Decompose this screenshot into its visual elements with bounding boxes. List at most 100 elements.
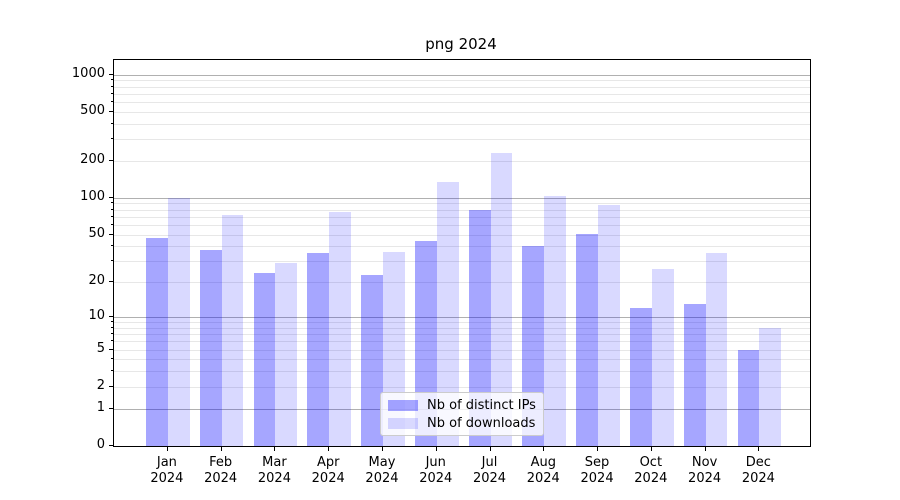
bar-downloads-oct [651,268,674,446]
bar-downloads-mar [275,263,298,446]
y-minor-tick-mark [111,79,113,81]
bar-distinct-ips-oct [630,308,652,446]
minor-gridline [114,139,810,141]
bar-downloads-nov [705,253,728,446]
bar-downloads-dec [759,327,782,446]
bar-downloads-sep [598,205,620,446]
y-minor-tick-mark [111,202,113,204]
bar-distinct-ips-nov [683,304,706,446]
minor-gridline [114,160,810,162]
y-minor-tick-mark [111,208,113,210]
minor-gridline [114,216,810,218]
x-tick-mark [704,447,706,451]
minor-gridline [114,234,810,236]
y-tick-label: 1 [96,399,105,415]
minor-gridline [114,93,810,95]
x-tick-mark [758,447,760,451]
y-minor-tick-mark [111,340,113,342]
y-tick-mark [109,281,113,283]
y-minor-tick-mark [111,92,113,94]
minor-gridline [114,261,810,263]
bar-downloads-aug [544,195,567,446]
bar-downloads-jan [167,197,190,446]
y-minor-tick-mark [111,122,113,124]
x-tick-label: Oct 2024 [634,455,668,486]
y-minor-tick-mark [111,245,113,247]
minor-gridline [114,111,810,113]
y-tick-mark [109,407,113,409]
y-tick-mark [109,159,113,161]
x-tick-mark [597,447,599,451]
legend-item-downloads: Nb of downloads [388,416,535,431]
y-tick-label: 50 [88,225,105,241]
y-tick-mark [109,348,113,350]
y-minor-tick-mark [111,326,113,328]
y-minor-tick-mark [111,358,113,360]
x-tick-label: Apr 2024 [311,455,345,486]
x-tick-label: May 2024 [365,455,399,486]
major-gridline [114,74,810,76]
y-tick-mark [109,233,113,235]
minor-gridline [114,246,810,248]
minor-gridline [114,203,810,205]
minor-gridline [114,101,810,103]
bar-distinct-ips-dec [737,349,760,446]
y-minor-tick-mark [111,260,113,262]
bar-distinct-ips-mar [253,272,276,446]
bar-distinct-ips-apr [307,253,330,446]
minor-gridline [114,224,810,226]
bar-distinct-ips-jul [468,210,491,446]
x-tick-mark [543,447,545,451]
minor-gridline [114,209,810,211]
minor-gridline [114,80,810,82]
y-minor-tick-mark [111,138,113,140]
x-tick-label: Dec 2024 [741,455,775,486]
y-minor-tick-mark [111,321,113,323]
minor-gridline [114,349,810,351]
y-tick-mark [109,73,113,75]
bar-downloads-feb [221,215,244,446]
y-tick-mark [109,196,113,198]
bar-downloads-jul [490,153,513,446]
bar-distinct-ips-jan [146,237,168,446]
minor-gridline [114,282,810,284]
legend-label-distinct-ips: Nb of distinct IPs [427,397,536,413]
x-tick-label: Aug 2024 [526,455,560,486]
bar-downloads-apr [329,211,351,446]
y-tick-label: 1000 [71,65,105,81]
y-tick-label: 0 [96,437,105,452]
y-minor-tick-mark [111,215,113,217]
x-tick-mark [220,447,222,451]
y-tick-label: 2 [96,377,105,393]
x-tick-label: Jan 2024 [150,455,184,486]
bar-distinct-ips-may [361,275,383,446]
bar-distinct-ips-sep [576,233,599,446]
minor-gridline [114,334,810,336]
legend-swatch-distinct-ips [388,399,418,411]
chart-title: png 2024 [425,35,497,53]
legend-swatch-downloads [388,417,418,429]
y-tick-label: 5 [96,340,105,356]
y-minor-tick-mark [111,333,113,335]
x-tick-label: Jul 2024 [472,455,507,486]
y-tick-label: 10 [88,308,105,324]
legend: Nb of distinct IPs Nb of downloads [380,392,544,436]
x-tick-mark [328,447,330,451]
minor-gridline [114,386,810,388]
y-minor-tick-mark [111,370,113,372]
minor-gridline [114,86,810,88]
x-tick-label: Nov 2024 [688,455,722,486]
y-minor-tick-mark [111,223,113,225]
legend-item-distinct-ips: Nb of distinct IPs [388,397,536,413]
y-minor-tick-mark [111,85,113,87]
y-tick-label: 200 [80,151,105,167]
x-tick-mark [381,447,383,451]
x-tick-mark [435,447,437,451]
y-tick-mark [109,316,113,318]
minor-gridline [114,371,810,373]
major-gridline [114,197,810,199]
y-tick-label: 500 [80,102,105,118]
y-tick-mark [109,445,113,446]
x-tick-label: Sep 2024 [580,455,614,486]
